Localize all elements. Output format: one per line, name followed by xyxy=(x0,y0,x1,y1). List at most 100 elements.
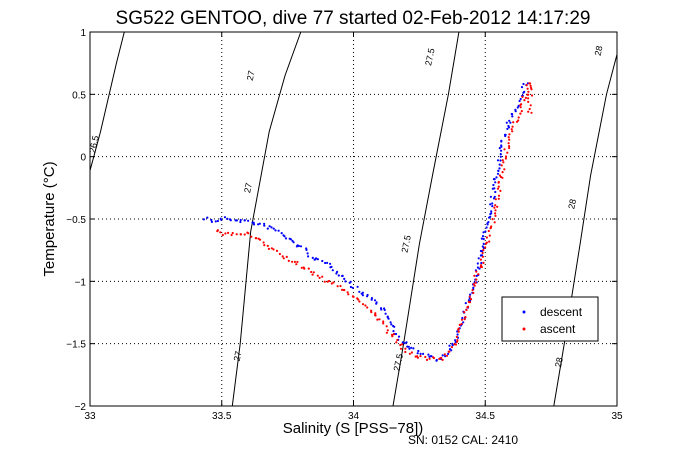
data-point-descent xyxy=(496,159,500,162)
data-point-ascent xyxy=(270,247,273,250)
data-point-descent xyxy=(523,90,526,93)
data-point-ascent xyxy=(488,234,491,237)
data-point-descent xyxy=(499,155,502,158)
data-point-ascent xyxy=(428,357,431,360)
data-point-descent xyxy=(390,323,393,326)
data-point-descent xyxy=(239,218,242,222)
data-point-ascent xyxy=(527,90,530,93)
data-point-descent xyxy=(375,302,378,305)
data-point-descent xyxy=(485,226,488,229)
data-point-descent xyxy=(394,332,398,336)
data-point-descent xyxy=(491,202,494,205)
data-point-ascent xyxy=(293,260,296,263)
density-contour xyxy=(90,32,125,173)
data-point-ascent xyxy=(374,314,377,317)
data-point-descent xyxy=(519,97,522,101)
data-point-ascent xyxy=(487,229,490,233)
data-point-ascent xyxy=(281,255,284,258)
data-point-ascent xyxy=(497,185,500,188)
legend-box xyxy=(501,296,599,342)
data-point-descent xyxy=(493,178,496,181)
data-point-ascent xyxy=(399,343,402,347)
data-point-ascent xyxy=(258,238,262,241)
data-point-ascent xyxy=(432,356,435,360)
x-tick-label: 33 xyxy=(84,411,96,422)
data-point-ascent xyxy=(477,273,480,276)
data-point-ascent xyxy=(485,241,488,244)
data-point-ascent xyxy=(460,318,464,321)
data-point-descent xyxy=(441,354,444,357)
data-point-descent xyxy=(351,286,354,289)
data-point-ascent xyxy=(473,284,476,287)
data-point-ascent xyxy=(408,352,411,355)
data-point-descent xyxy=(498,147,501,150)
data-point-ascent xyxy=(336,285,339,288)
data-point-ascent xyxy=(332,281,335,284)
data-point-ascent xyxy=(425,358,429,361)
data-point-ascent xyxy=(339,284,342,288)
data-point-descent xyxy=(487,221,490,224)
data-point-ascent xyxy=(266,244,269,247)
data-point-ascent xyxy=(330,282,333,285)
data-point-descent xyxy=(280,232,283,235)
data-point-descent xyxy=(482,237,485,241)
data-point-ascent xyxy=(295,263,298,266)
data-point-ascent xyxy=(488,240,491,243)
data-point-descent xyxy=(356,285,359,288)
data-point-ascent xyxy=(239,233,242,236)
data-point-descent xyxy=(419,352,422,355)
data-point-descent xyxy=(258,222,261,225)
data-point-ascent xyxy=(517,119,520,122)
data-point-descent xyxy=(491,205,494,208)
legend-marker-ascent xyxy=(522,327,526,331)
data-point-descent xyxy=(435,359,438,362)
data-point-descent xyxy=(499,159,502,162)
data-point-ascent xyxy=(410,351,413,354)
data-point-descent xyxy=(358,290,361,293)
data-point-ascent xyxy=(282,257,285,260)
data-point-ascent xyxy=(346,291,349,294)
contour-label: 28 xyxy=(553,356,565,368)
data-point-ascent xyxy=(287,259,290,262)
data-point-descent xyxy=(263,222,266,225)
data-point-ascent xyxy=(438,357,441,360)
data-point-descent xyxy=(464,302,467,305)
data-point-ascent xyxy=(291,260,294,263)
data-point-ascent xyxy=(221,233,224,237)
data-point-ascent xyxy=(262,241,265,244)
data-point-descent xyxy=(389,321,392,324)
data-point-descent xyxy=(403,342,406,345)
data-point-descent xyxy=(314,258,317,261)
data-point-descent xyxy=(299,245,303,248)
data-point-ascent xyxy=(235,233,238,236)
data-point-ascent xyxy=(472,291,475,295)
data-point-ascent xyxy=(230,233,233,237)
data-point-ascent xyxy=(312,271,315,274)
data-point-descent xyxy=(444,355,447,358)
data-point-ascent xyxy=(395,341,398,344)
data-point-descent xyxy=(507,124,510,128)
data-point-descent xyxy=(510,113,514,116)
data-point-ascent xyxy=(472,283,475,286)
contour-label: 28 xyxy=(566,198,578,210)
data-point-ascent xyxy=(481,255,484,258)
data-point-descent xyxy=(484,230,487,233)
data-point-descent xyxy=(506,127,509,130)
data-point-descent xyxy=(416,352,419,355)
data-point-ascent xyxy=(357,298,360,301)
data-point-descent xyxy=(220,218,223,221)
data-point-descent xyxy=(447,352,450,355)
data-point-ascent xyxy=(529,84,532,87)
data-point-descent xyxy=(349,285,352,289)
contour-label: 27.5 xyxy=(400,234,413,253)
data-point-descent xyxy=(448,348,452,351)
data-point-ascent xyxy=(396,338,399,342)
data-point-ascent xyxy=(475,278,478,281)
data-point-ascent xyxy=(504,157,507,160)
data-point-ascent xyxy=(448,350,451,353)
data-point-descent xyxy=(284,237,288,240)
data-points xyxy=(202,82,534,362)
data-point-descent xyxy=(330,265,333,268)
data-point-ascent xyxy=(458,323,461,326)
